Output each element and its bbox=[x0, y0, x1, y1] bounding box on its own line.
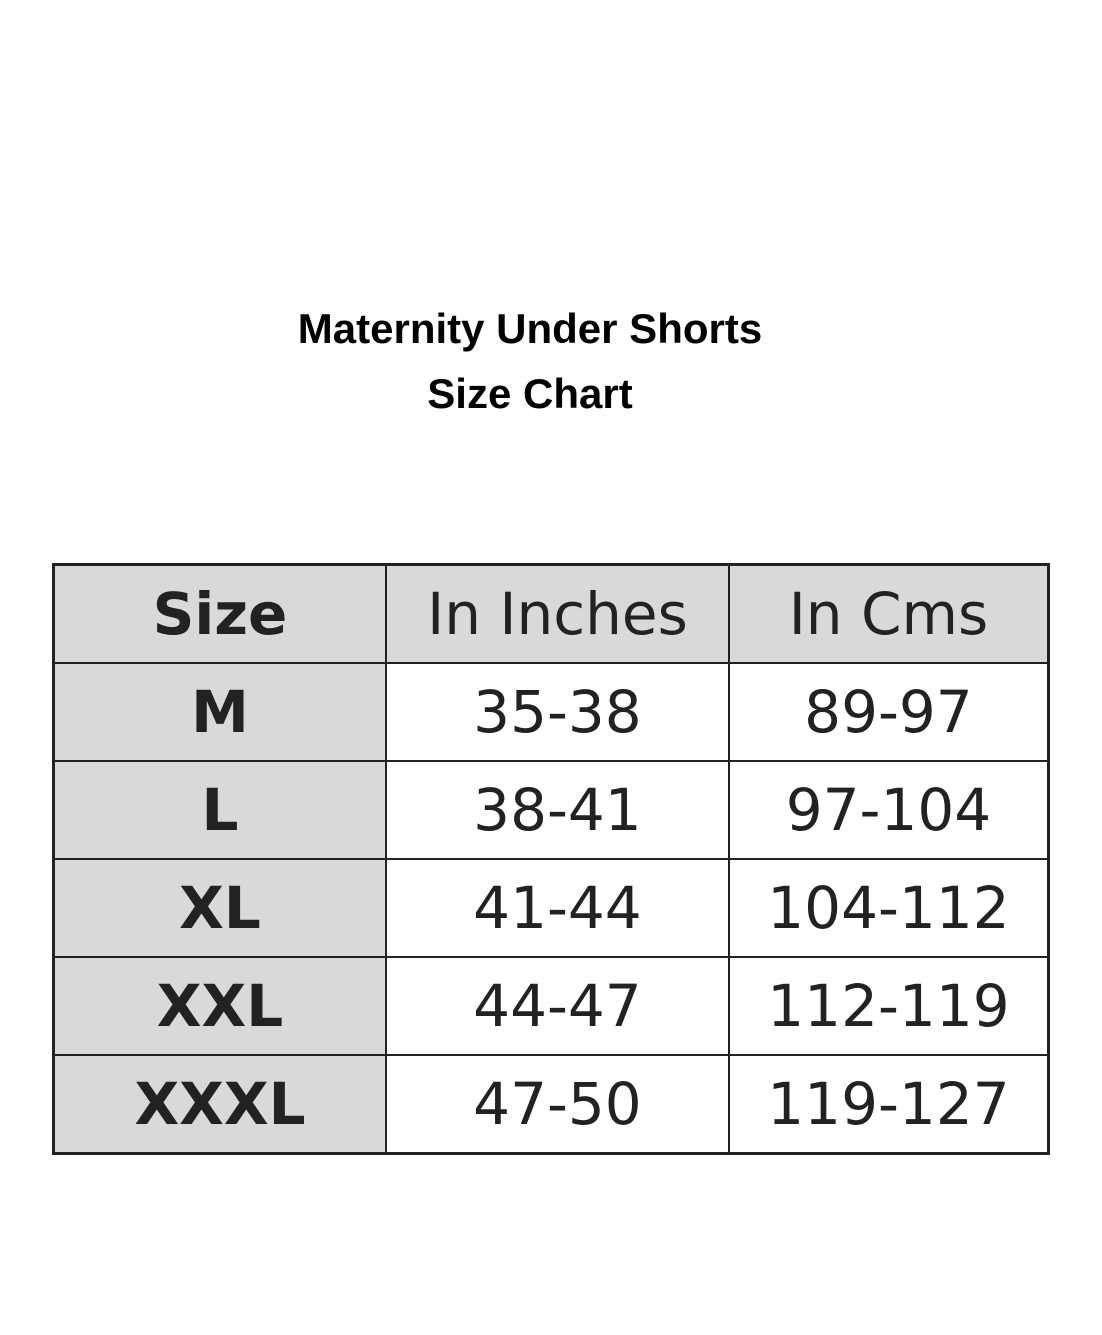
column-header: In Inches bbox=[385, 563, 730, 664]
title-line: Size Chart bbox=[427, 370, 633, 417]
table-cell: 35-38 bbox=[385, 662, 730, 762]
header-row: Size In Inches In Cms bbox=[52, 563, 1050, 664]
table-cell: 119-127 bbox=[727, 1054, 1050, 1155]
table-cell: 38-41 bbox=[385, 760, 730, 860]
table-row: XL 41-44 104-112 bbox=[52, 858, 1050, 958]
table-cell: 112-119 bbox=[727, 956, 1050, 1056]
table-cell: 104-112 bbox=[727, 858, 1050, 958]
table-cell: XXL bbox=[52, 956, 387, 1056]
title-line: Maternity Under Shorts bbox=[297, 305, 763, 352]
table-row: XXL 44-47 112-119 bbox=[52, 956, 1050, 1056]
column-header: In Cms bbox=[727, 563, 1050, 664]
size-table: Size In Inches In Cms M 35-38 89-97 L 38-41 97-… bbox=[52, 563, 1050, 1155]
table-cell: M bbox=[52, 662, 387, 762]
table-cell: 41-44 bbox=[385, 858, 730, 958]
table-cell: 44-47 bbox=[385, 956, 730, 1056]
table-row: XXXL 47-50 119-127 bbox=[52, 1054, 1050, 1155]
table-cell: 97-104 bbox=[727, 760, 1050, 860]
table-cell: XL bbox=[52, 858, 387, 958]
table-cell: L bbox=[52, 760, 387, 860]
table-row: L 38-41 97-104 bbox=[52, 760, 1050, 860]
table-cell: 47-50 bbox=[385, 1054, 730, 1155]
table-row: M 35-38 89-97 bbox=[52, 662, 1050, 762]
table-cell: 89-97 bbox=[727, 662, 1050, 762]
table-body: M 35-38 89-97 L 38-41 97-104 XL 41-44 104-112 XXL… bbox=[52, 662, 1050, 1155]
column-header: Size bbox=[52, 563, 387, 664]
table-cell: XXXL bbox=[52, 1054, 387, 1155]
